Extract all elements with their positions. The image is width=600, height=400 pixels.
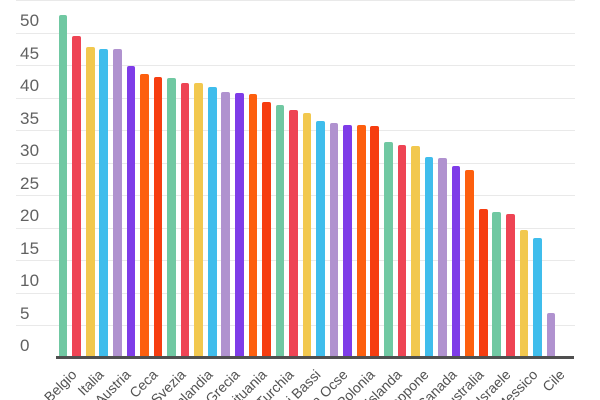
bar-polonia — [356, 125, 366, 358]
bar-belgio — [58, 15, 68, 358]
bar-grecia — [221, 92, 231, 358]
gridline-55 — [16, 0, 575, 1]
y-tick-label-5: 5 — [20, 303, 30, 323]
bar-nuova-zelanda — [533, 238, 542, 358]
bar-svizzera — [505, 213, 515, 358]
bar-norvegia — [370, 125, 380, 358]
bar-cile — [546, 312, 556, 358]
bar-slovenia — [153, 76, 163, 358]
y-tick-label-25: 25 — [20, 173, 40, 193]
bar-lituania — [248, 94, 258, 358]
bar-lettonia — [180, 83, 190, 358]
gridline-45 — [16, 65, 575, 66]
bar-ungheria — [126, 65, 136, 358]
bar-rep-ceca — [140, 73, 149, 358]
y-tick-label-40: 40 — [20, 76, 40, 95]
bar-paesi-bassi — [302, 112, 312, 358]
y-tick-label-45: 45 — [20, 43, 40, 63]
bar-messico — [519, 229, 529, 358]
bar-svezia — [167, 77, 176, 358]
bar-media-ocse — [329, 123, 339, 358]
bar-lussemburgo — [289, 109, 298, 358]
y-tick-label-50: 50 — [20, 11, 40, 30]
bar-austria — [113, 48, 122, 358]
y-tick-label-10: 10 — [20, 271, 40, 290]
y-tick-label-15: 15 — [20, 238, 40, 258]
y-tick-label-35: 35 — [20, 108, 40, 128]
bar-slovacchia — [207, 86, 217, 358]
bar-francia — [99, 48, 109, 358]
bar-danimarca — [343, 125, 353, 358]
bar-australia — [465, 170, 474, 358]
gridline-50 — [16, 32, 575, 34]
bar-turchia — [275, 105, 285, 358]
bar-portogallo — [234, 93, 244, 358]
y-tick-label-30: 30 — [20, 141, 40, 160]
bar-canada — [438, 158, 447, 358]
bar-irlanda — [397, 145, 407, 358]
bar-corea — [478, 208, 488, 358]
bar-finlandia — [194, 83, 203, 358]
bar-regno-unito — [424, 157, 434, 358]
bar-stati-uniti — [451, 165, 461, 358]
bar-spagna — [262, 101, 271, 358]
y-tick-label-20: 20 — [20, 206, 40, 225]
bar-islanda — [384, 142, 393, 358]
gridline-40 — [16, 97, 575, 99]
bar-israele — [492, 212, 502, 358]
bar-germania — [72, 36, 82, 358]
y-tick-label-0: 0 — [20, 336, 30, 355]
bar-estonia — [316, 120, 325, 358]
bar-italia — [85, 46, 95, 358]
bar-giappone — [411, 146, 420, 358]
x-axis-line — [56, 355, 574, 359]
